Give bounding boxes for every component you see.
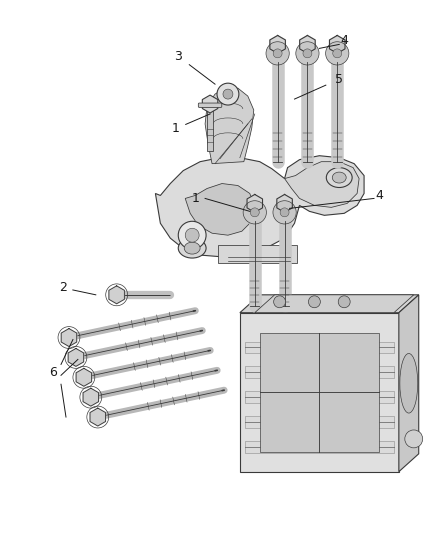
- Polygon shape: [61, 329, 77, 346]
- Polygon shape: [68, 349, 84, 366]
- Polygon shape: [270, 36, 286, 53]
- Polygon shape: [205, 88, 254, 164]
- Circle shape: [296, 42, 319, 65]
- Circle shape: [273, 49, 282, 58]
- Text: 5: 5: [335, 72, 343, 86]
- Polygon shape: [185, 183, 255, 235]
- Ellipse shape: [332, 172, 346, 183]
- Circle shape: [243, 201, 266, 224]
- Bar: [207, 107, 213, 151]
- Ellipse shape: [184, 242, 200, 254]
- Text: 4: 4: [340, 34, 348, 47]
- Circle shape: [266, 42, 289, 65]
- Circle shape: [250, 208, 259, 217]
- Polygon shape: [255, 295, 414, 313]
- Polygon shape: [76, 368, 92, 386]
- Bar: [218, 245, 297, 263]
- Polygon shape: [202, 95, 218, 113]
- Circle shape: [338, 296, 350, 308]
- Circle shape: [405, 430, 423, 448]
- Polygon shape: [277, 195, 292, 212]
- FancyBboxPatch shape: [198, 103, 222, 108]
- Circle shape: [308, 296, 320, 308]
- Circle shape: [280, 208, 289, 217]
- Text: 6: 6: [49, 366, 57, 379]
- Ellipse shape: [400, 353, 418, 413]
- Polygon shape: [155, 156, 364, 257]
- Circle shape: [303, 49, 312, 58]
- Text: 1: 1: [171, 123, 179, 135]
- Polygon shape: [285, 161, 359, 207]
- Polygon shape: [300, 36, 315, 53]
- Polygon shape: [329, 36, 345, 53]
- Polygon shape: [240, 295, 419, 313]
- Circle shape: [185, 228, 199, 242]
- Ellipse shape: [178, 238, 206, 258]
- Polygon shape: [247, 195, 262, 212]
- Text: 4: 4: [375, 189, 383, 202]
- Circle shape: [273, 201, 296, 224]
- Circle shape: [325, 42, 349, 65]
- Polygon shape: [240, 313, 399, 472]
- Circle shape: [333, 49, 342, 58]
- Text: 2: 2: [59, 281, 67, 294]
- Bar: [245, 391, 394, 403]
- Polygon shape: [260, 333, 379, 452]
- Bar: [245, 416, 394, 428]
- Polygon shape: [399, 295, 419, 472]
- Circle shape: [274, 296, 286, 308]
- Circle shape: [178, 221, 206, 249]
- Polygon shape: [109, 286, 124, 304]
- Polygon shape: [90, 408, 106, 426]
- Circle shape: [217, 83, 239, 105]
- Bar: [245, 441, 394, 453]
- Circle shape: [223, 89, 233, 99]
- Text: 1: 1: [191, 192, 199, 205]
- Bar: [245, 342, 394, 353]
- Ellipse shape: [326, 168, 352, 188]
- Bar: [245, 366, 394, 378]
- Polygon shape: [83, 388, 99, 406]
- Text: 3: 3: [174, 50, 182, 63]
